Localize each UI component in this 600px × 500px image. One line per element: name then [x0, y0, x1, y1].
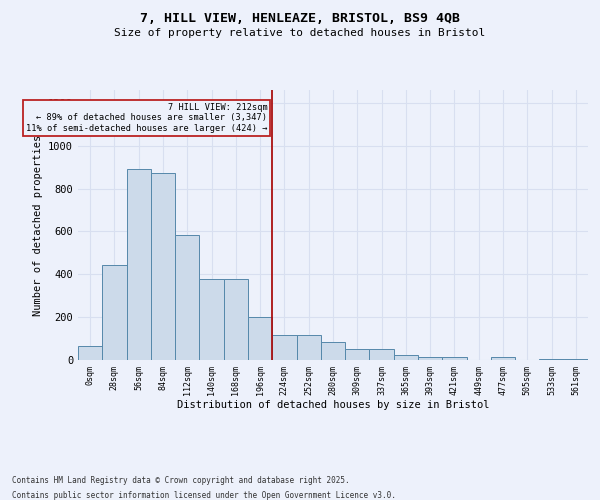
Text: Contains HM Land Registry data © Crown copyright and database right 2025.: Contains HM Land Registry data © Crown c… [12, 476, 350, 485]
Bar [564, 359, 588, 360]
Bar [296, 336, 321, 360]
Y-axis label: Number of detached properties: Number of detached properties [32, 134, 43, 316]
Bar [491, 357, 515, 360]
Text: 7, HILL VIEW, HENLEAZE, BRISTOL, BS9 4QB: 7, HILL VIEW, HENLEAZE, BRISTOL, BS9 4QB [140, 12, 460, 26]
Text: Contains public sector information licensed under the Open Government Licence v3: Contains public sector information licen… [12, 491, 396, 500]
Bar [442, 357, 467, 360]
Bar [248, 317, 272, 360]
Bar [394, 354, 418, 360]
Bar [78, 346, 102, 360]
Bar [199, 278, 224, 360]
Bar [345, 350, 370, 360]
X-axis label: Distribution of detached houses by size in Bristol: Distribution of detached houses by size … [177, 400, 489, 410]
Text: 7 HILL VIEW: 212sqm
← 89% of detached houses are smaller (3,347)
11% of semi-det: 7 HILL VIEW: 212sqm ← 89% of detached ho… [26, 103, 268, 132]
Bar [272, 336, 296, 360]
Bar [127, 170, 151, 360]
Bar [321, 342, 345, 360]
Bar [418, 357, 442, 360]
Text: Size of property relative to detached houses in Bristol: Size of property relative to detached ho… [115, 28, 485, 38]
Bar [370, 350, 394, 360]
Bar [224, 278, 248, 360]
Bar [102, 264, 127, 360]
Bar [175, 234, 199, 360]
Bar [151, 172, 175, 360]
Bar [539, 359, 564, 360]
